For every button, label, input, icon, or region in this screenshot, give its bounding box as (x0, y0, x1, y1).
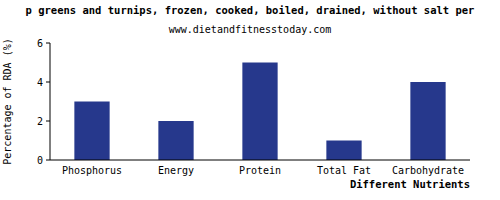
x-tick-label: Energy (158, 165, 194, 176)
bar (326, 141, 361, 161)
y-tick (46, 43, 50, 44)
y-tick-label: 2 (37, 116, 43, 127)
x-tick-label: Carbohydrate (392, 165, 464, 176)
bar (410, 82, 445, 160)
x-axis (50, 160, 470, 161)
y-axis-label: Percentage of RDA (%) (2, 38, 13, 164)
bar (242, 63, 277, 161)
x-axis-label: Different Nutrients (350, 178, 470, 190)
y-tick (46, 121, 50, 122)
y-axis (50, 43, 51, 160)
y-tick (46, 82, 50, 83)
x-tick-label: Protein (239, 165, 281, 176)
title: p greens and turnips, frozen, cooked, bo… (26, 4, 475, 16)
subtitle: www.dietandfitnesstoday.com (169, 24, 332, 35)
x-tick-label: Phosphorus (62, 165, 122, 176)
y-tick-label: 4 (37, 77, 43, 88)
bar (74, 102, 109, 161)
chart: p greens and turnips, frozen, cooked, bo… (0, 0, 500, 200)
bar (158, 121, 193, 160)
y-tick (46, 160, 50, 161)
bars (74, 63, 445, 161)
x-tick-label: Total Fat (317, 165, 371, 176)
y-tick-label: 0 (37, 155, 43, 166)
y-tick-label: 6 (37, 38, 43, 49)
